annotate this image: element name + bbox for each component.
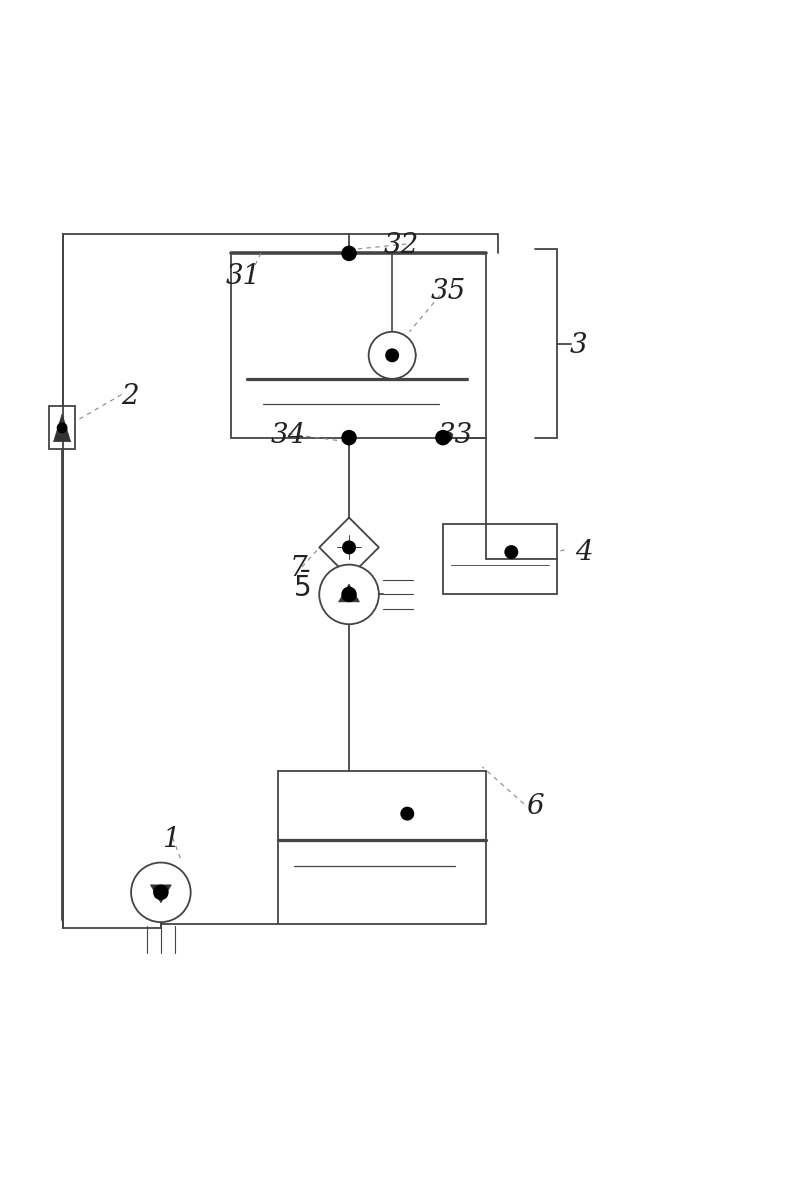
Polygon shape: [319, 517, 379, 578]
Circle shape: [369, 332, 416, 379]
Polygon shape: [54, 415, 70, 442]
Text: 33: 33: [438, 422, 473, 449]
Circle shape: [342, 431, 356, 445]
Text: 1: 1: [162, 827, 180, 854]
Text: 35: 35: [431, 278, 466, 305]
Circle shape: [319, 565, 379, 625]
Polygon shape: [338, 583, 359, 602]
Circle shape: [154, 886, 168, 900]
Bar: [278, 771, 486, 924]
Text: 3: 3: [570, 332, 587, 359]
Bar: [231, 254, 486, 438]
Text: $\bar{5}$: $\bar{5}$: [294, 573, 310, 603]
Circle shape: [505, 546, 518, 559]
Circle shape: [131, 862, 190, 922]
Text: 6: 6: [526, 792, 544, 820]
Circle shape: [342, 587, 356, 601]
Polygon shape: [150, 885, 171, 902]
Circle shape: [342, 541, 355, 554]
Bar: [49, 406, 75, 450]
Circle shape: [386, 350, 398, 361]
Text: 4: 4: [575, 540, 593, 567]
Text: 34: 34: [271, 422, 306, 449]
Text: 2: 2: [121, 383, 138, 410]
Text: 32: 32: [384, 231, 419, 259]
Circle shape: [436, 431, 450, 445]
Text: 31: 31: [226, 263, 261, 291]
Circle shape: [342, 247, 356, 261]
Bar: [443, 524, 557, 594]
Circle shape: [58, 423, 67, 432]
Text: 7: 7: [290, 555, 307, 582]
Circle shape: [401, 808, 414, 820]
